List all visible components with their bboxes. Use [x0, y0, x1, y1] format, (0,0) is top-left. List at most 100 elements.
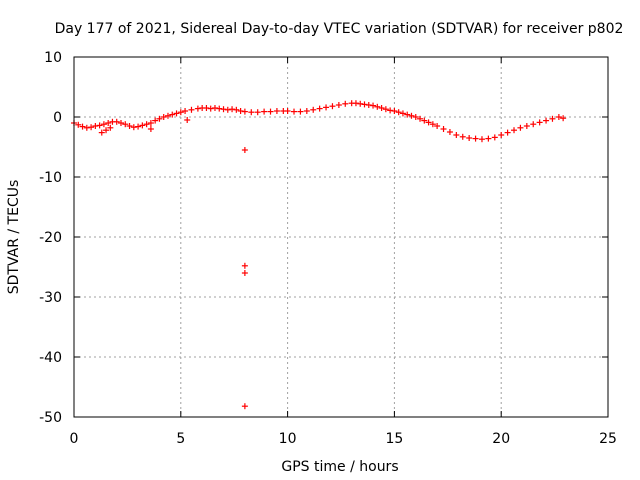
data-point [466, 135, 473, 141]
y-tick-label: -10 [39, 170, 62, 186]
data-point [164, 112, 171, 119]
x-tick-label: 25 [599, 431, 617, 447]
data-point [329, 103, 336, 110]
data-point [177, 109, 184, 116]
data-point [233, 106, 240, 113]
grid-lines [74, 57, 608, 417]
data-point [291, 108, 298, 115]
chart-title: Day 177 of 2021, Sidereal Day-to-day VTE… [55, 21, 624, 37]
data-point [100, 121, 107, 128]
data-point [224, 106, 231, 113]
y-tick-label: -40 [39, 350, 62, 366]
data-point [241, 262, 248, 269]
data-point [536, 119, 543, 126]
data-point [429, 121, 436, 128]
data-point [399, 110, 406, 117]
data-point [241, 270, 248, 276]
data-point [310, 106, 317, 113]
data-point [549, 115, 556, 122]
data-point [370, 102, 377, 109]
data-point [391, 108, 398, 114]
data-point [241, 108, 248, 115]
data-point [504, 129, 511, 136]
data-point [523, 123, 530, 129]
data-point [434, 123, 441, 129]
data-point [184, 117, 191, 123]
data-point [79, 123, 86, 130]
plot-frame [73, 56, 609, 418]
data-point [440, 126, 447, 132]
data-point [248, 109, 255, 116]
data-point [135, 123, 142, 130]
data-point [316, 105, 323, 112]
data-point [472, 135, 479, 142]
data-point [352, 100, 359, 107]
x-axis-label: GPS time / hours [281, 459, 398, 475]
data-point [241, 403, 248, 410]
data-point [139, 122, 146, 129]
data-point [446, 129, 453, 135]
data-point [113, 118, 120, 125]
data-point [229, 106, 236, 113]
data-points [71, 100, 567, 410]
data-point [404, 111, 411, 118]
x-tick-label: 20 [492, 431, 510, 447]
data-point [188, 106, 195, 113]
data-point [122, 121, 129, 128]
data-point [517, 124, 524, 131]
data-point [169, 111, 176, 118]
data-point [459, 133, 466, 140]
data-point [374, 103, 381, 110]
data-point [147, 126, 154, 132]
data-point [453, 132, 460, 138]
data-point [425, 119, 432, 126]
data-point [88, 124, 95, 131]
data-point [261, 108, 268, 115]
y-axis-label: SDTVAR / TECUs [6, 180, 22, 295]
data-point [478, 136, 485, 143]
y-tick-label: -30 [39, 290, 62, 306]
y-tick-label: 10 [44, 50, 62, 66]
data-point [254, 109, 261, 116]
data-point [412, 114, 419, 120]
data-point [378, 105, 385, 111]
data-point [560, 115, 567, 122]
data-point [511, 127, 518, 134]
data-point [543, 117, 550, 124]
data-point [182, 108, 189, 114]
data-point [323, 104, 330, 111]
data-point [160, 114, 167, 120]
data-point [498, 132, 505, 138]
data-point [126, 123, 133, 129]
data-point [421, 117, 428, 124]
data-point [107, 124, 114, 131]
data-point [297, 108, 304, 115]
data-point [273, 108, 280, 114]
axis-ticks: 0 5 10 15 20 25 10 0 -10 -20 -30 -40 -50 [39, 50, 617, 447]
data-point [143, 121, 150, 128]
data-point [408, 112, 415, 119]
data-point [485, 135, 492, 142]
data-point [117, 120, 124, 126]
data-point [103, 127, 110, 134]
data-point [530, 121, 537, 128]
data-point [83, 124, 90, 131]
data-point [395, 109, 402, 116]
data-point [105, 120, 112, 126]
data-point [96, 122, 103, 129]
data-point [417, 115, 424, 122]
x-tick-label: 15 [385, 431, 403, 447]
x-tick-label: 0 [70, 431, 79, 447]
data-point [147, 120, 154, 126]
data-point [241, 147, 248, 153]
x-tick-label: 10 [279, 431, 297, 447]
data-point [303, 108, 310, 114]
y-tick-label: 0 [53, 110, 62, 126]
data-point [156, 115, 163, 122]
y-tick-label: -20 [39, 230, 62, 246]
data-point [152, 117, 159, 124]
y-tick-label: -50 [39, 410, 62, 426]
data-point [75, 121, 82, 128]
data-point [98, 129, 105, 136]
